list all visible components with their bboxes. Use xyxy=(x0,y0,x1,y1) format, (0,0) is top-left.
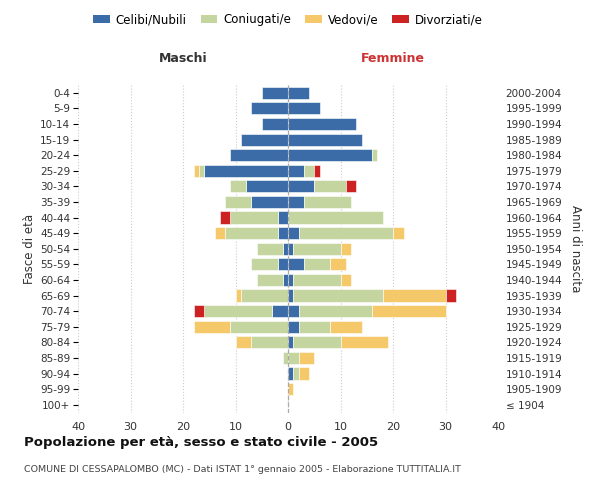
Bar xyxy=(288,102,320,115)
Bar xyxy=(341,274,351,286)
Bar xyxy=(288,86,309,99)
Bar xyxy=(215,227,225,239)
Bar xyxy=(277,258,288,270)
Bar xyxy=(293,336,341,348)
Bar xyxy=(372,149,377,162)
Bar xyxy=(383,290,445,302)
Bar xyxy=(230,212,277,224)
Bar xyxy=(193,305,204,317)
Legend: Celibi/Nubili, Coniugati/e, Vedovi/e, Divorziati/e: Celibi/Nubili, Coniugati/e, Vedovi/e, Di… xyxy=(88,8,488,31)
Bar xyxy=(293,242,341,255)
Bar xyxy=(193,164,199,177)
Bar xyxy=(293,290,383,302)
Bar xyxy=(288,196,304,208)
Bar xyxy=(277,227,288,239)
Bar xyxy=(251,102,288,115)
Bar xyxy=(299,305,372,317)
Bar xyxy=(225,196,251,208)
Bar xyxy=(288,242,293,255)
Bar xyxy=(288,290,293,302)
Bar xyxy=(241,290,288,302)
Bar xyxy=(393,227,404,239)
Bar xyxy=(288,320,299,333)
Y-axis label: Fasce di età: Fasce di età xyxy=(23,214,36,284)
Bar xyxy=(293,274,341,286)
Bar xyxy=(299,227,393,239)
Bar xyxy=(225,227,277,239)
Bar xyxy=(235,290,241,302)
Bar xyxy=(341,242,351,255)
Bar xyxy=(288,134,361,145)
Bar xyxy=(283,274,288,286)
Bar xyxy=(230,180,246,192)
Bar xyxy=(193,320,230,333)
Bar xyxy=(262,86,288,99)
Bar xyxy=(346,180,356,192)
Bar xyxy=(341,336,388,348)
Text: Popolazione per età, sesso e stato civile - 2005: Popolazione per età, sesso e stato civil… xyxy=(24,436,378,449)
Bar xyxy=(314,180,346,192)
Bar xyxy=(230,149,288,162)
Bar xyxy=(241,134,288,145)
Bar xyxy=(299,320,330,333)
Bar xyxy=(283,242,288,255)
Bar xyxy=(277,212,288,224)
Bar xyxy=(288,258,304,270)
Text: COMUNE DI CESSAPALOMBO (MC) - Dati ISTAT 1° gennaio 2005 - Elaborazione TUTTITAL: COMUNE DI CESSAPALOMBO (MC) - Dati ISTAT… xyxy=(24,466,461,474)
Bar xyxy=(288,383,293,395)
Bar xyxy=(288,274,293,286)
Text: Maschi: Maschi xyxy=(158,52,208,66)
Bar xyxy=(204,305,272,317)
Bar xyxy=(445,290,456,302)
Bar xyxy=(299,352,314,364)
Bar xyxy=(288,305,299,317)
Bar xyxy=(235,336,251,348)
Bar xyxy=(288,227,299,239)
Bar xyxy=(246,180,288,192)
Bar xyxy=(288,336,293,348)
Bar xyxy=(314,164,320,177)
Bar xyxy=(257,274,283,286)
Bar xyxy=(251,196,288,208)
Bar xyxy=(288,180,314,192)
Bar xyxy=(230,320,288,333)
Bar xyxy=(299,368,309,380)
Bar xyxy=(288,149,372,162)
Bar xyxy=(288,352,299,364)
Y-axis label: Anni di nascita: Anni di nascita xyxy=(569,205,582,292)
Bar xyxy=(251,336,288,348)
Bar xyxy=(257,242,283,255)
Bar xyxy=(251,258,277,270)
Bar xyxy=(288,212,383,224)
Bar xyxy=(288,118,356,130)
Bar xyxy=(199,164,204,177)
Bar xyxy=(304,258,330,270)
Bar xyxy=(288,164,304,177)
Bar xyxy=(372,305,445,317)
Bar xyxy=(330,258,346,270)
Text: Femmine: Femmine xyxy=(361,52,425,66)
Bar xyxy=(220,212,230,224)
Bar xyxy=(330,320,361,333)
Bar xyxy=(283,352,288,364)
Bar xyxy=(288,368,293,380)
Bar xyxy=(204,164,288,177)
Bar xyxy=(293,368,299,380)
Bar xyxy=(272,305,288,317)
Bar xyxy=(262,118,288,130)
Bar xyxy=(304,196,351,208)
Bar xyxy=(304,164,314,177)
